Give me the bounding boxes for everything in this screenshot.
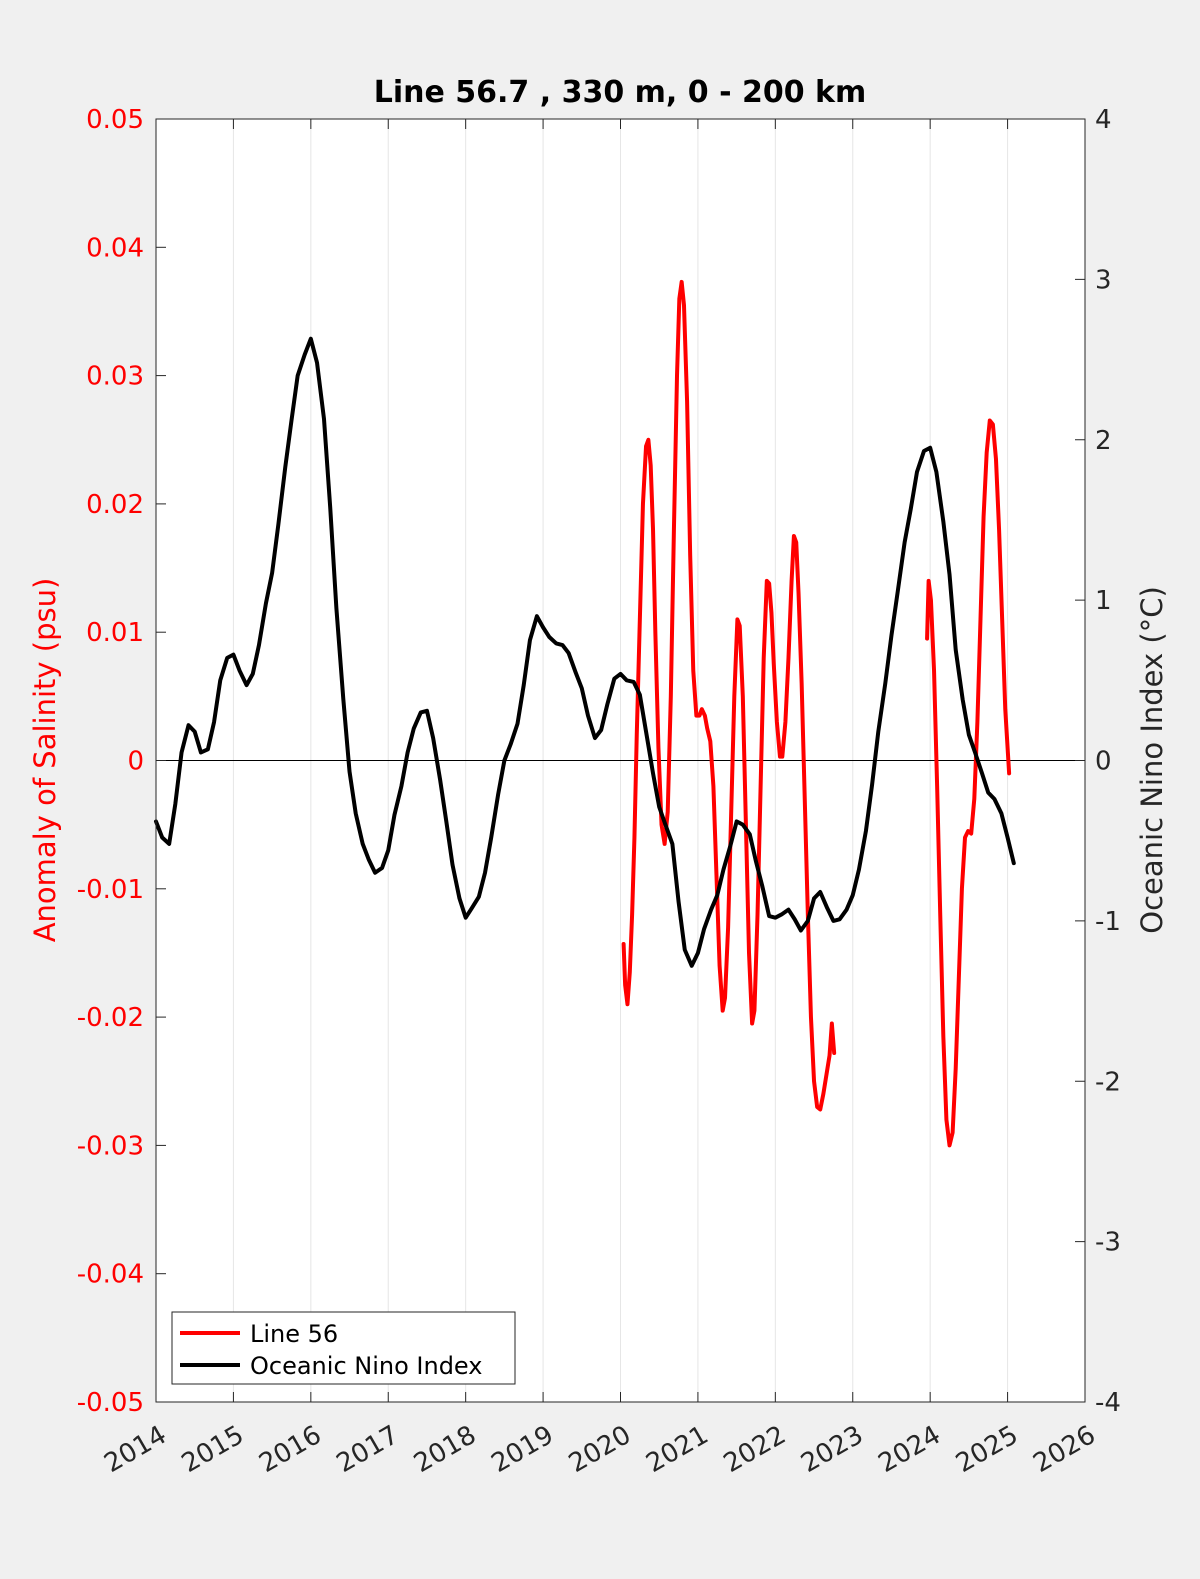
y-right-tick-label-1: 1	[1095, 586, 1112, 616]
y-left-tick-labels: -0.05 -0.04 -0.03 -0.02 -0.01 0 0.01 0.02 0.03 0.…	[77, 105, 144, 1418]
y-left-tick-label--0.03: -0.03	[77, 1131, 144, 1161]
series-layer	[154, 279, 1016, 1148]
chart-title: Line 56.7 , 330 m, 0 - 200 km	[374, 75, 867, 110]
y-right-tick-label--4: -4	[1095, 1388, 1121, 1418]
legend-label-oni: Oceanic Nino Index	[250, 1352, 482, 1380]
y-right-tick-label-2: 2	[1095, 426, 1112, 456]
y-right-axis-label: Oceanic Nino Index (°C)	[1135, 586, 1169, 934]
y-right-tick-label-3: 3	[1095, 265, 1112, 295]
y-right-tick-label--1: -1	[1095, 907, 1121, 937]
legend-label-line56: Line 56	[250, 1320, 338, 1348]
y-right-tick-labels: -4 -3 -2 -1 0 1 2 3 4	[1095, 105, 1121, 1418]
axis-ticks	[155, 118, 1086, 1403]
series-line-56-line-1	[621, 279, 837, 1112]
y-left-tick-label-0.04: 0.04	[86, 233, 144, 263]
y-left-tick-label-0.05: 0.05	[86, 105, 144, 135]
y-left-tick-label--0.04: -0.04	[77, 1260, 144, 1290]
y-left-tick-label-0.02: 0.02	[86, 490, 144, 520]
y-right-tick-label-0: 0	[1095, 747, 1112, 777]
series-line-56-line-2	[925, 418, 1012, 1148]
y-right-tick-label--3: -3	[1095, 1228, 1121, 1258]
legend: Line 56 Oceanic Nino Index	[171, 1311, 516, 1385]
y-left-tick-label-0: 0	[127, 747, 144, 777]
y-left-tick-label-0.03: 0.03	[86, 362, 144, 392]
series-oceanic-nino-index-line-1	[154, 336, 1016, 968]
y-right-tick-label-4: 4	[1095, 105, 1112, 135]
y-right-tick-label--2: -2	[1095, 1067, 1121, 1097]
legend-box	[171, 1311, 516, 1385]
y-left-tick-label--0.01: -0.01	[77, 875, 144, 905]
y-left-tick-label--0.02: -0.02	[77, 1003, 144, 1033]
y-left-tick-label-0.01: 0.01	[86, 618, 144, 648]
y-left-axis-label: Anomaly of Salinity (psu)	[28, 578, 62, 943]
y-left-tick-label--0.05: -0.05	[77, 1388, 144, 1418]
